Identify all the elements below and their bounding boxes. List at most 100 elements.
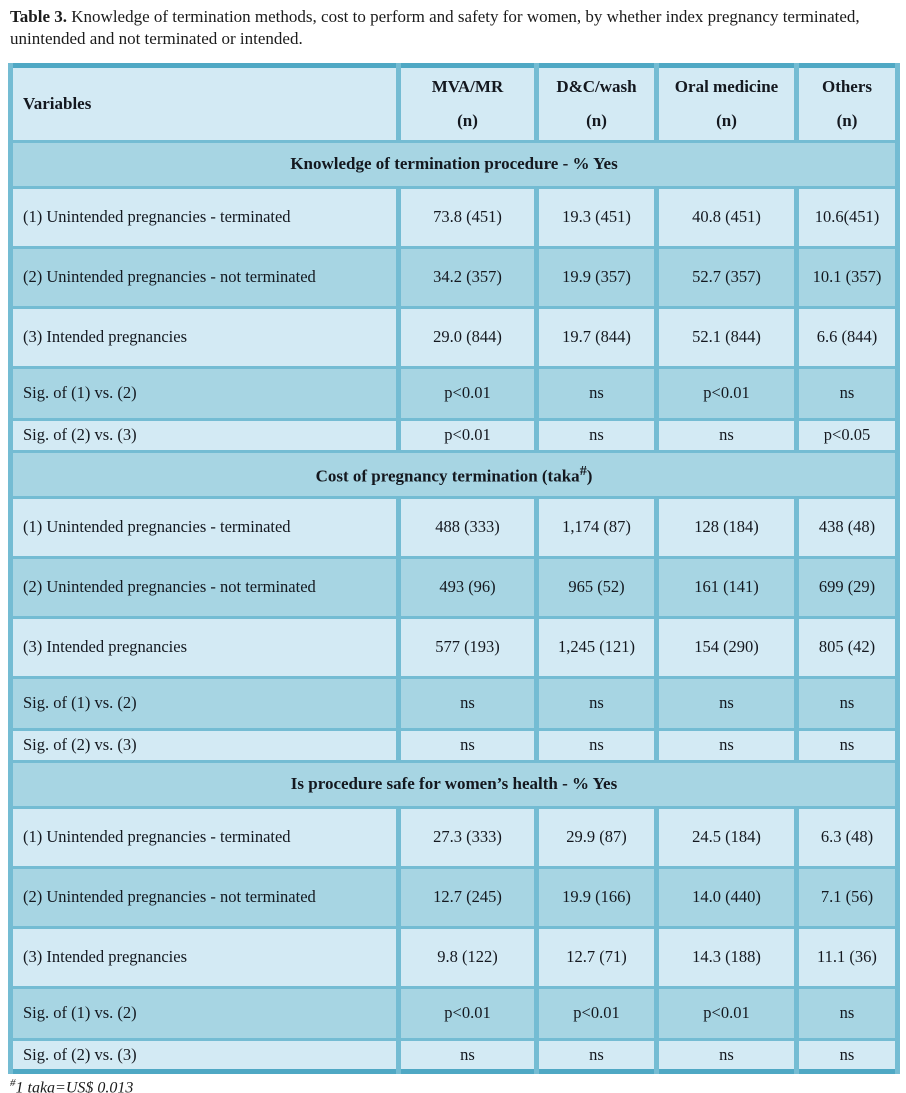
- table-row: (1) Unintended pregnancies - terminated 2…: [8, 805, 900, 869]
- row-label: (1) Unintended pregnancies - terminated: [8, 805, 401, 869]
- cell-value: 27.3 (333): [396, 805, 539, 869]
- cell-value: 12.7 (71): [534, 925, 659, 989]
- cell-value: 19.3 (451): [534, 185, 659, 249]
- cell-value: ns: [654, 675, 799, 731]
- cell-value: ns: [396, 675, 539, 731]
- column-header-oral-medicine: Oral medicine (n): [654, 63, 799, 143]
- section-header-superscript: #: [579, 462, 587, 479]
- row-label: (2) Unintended pregnancies - not termina…: [8, 245, 401, 309]
- table-row: (2) Unintended pregnancies - not termina…: [8, 865, 900, 929]
- table-row: (1) Unintended pregnancies - terminated 4…: [8, 495, 900, 559]
- cell-value: 6.3 (48): [794, 805, 900, 869]
- table-row: (2) Unintended pregnancies - not termina…: [8, 245, 900, 309]
- cell-value: 52.1 (844): [654, 305, 799, 369]
- footnote: #1 taka=US$ 0.013: [10, 1077, 900, 1093]
- table-row: (2) Unintended pregnancies - not termina…: [8, 555, 900, 619]
- column-header-name: Others: [821, 76, 873, 96]
- cell-value: ns: [534, 1037, 659, 1073]
- footnote-text: 1 taka=US$ 0.013: [15, 1079, 134, 1093]
- cell-value: ns: [534, 417, 659, 453]
- cell-value: 29.0 (844): [396, 305, 539, 369]
- column-header-mva-mr: MVA/MR (n): [396, 63, 539, 143]
- column-header-unit: (n): [716, 110, 737, 130]
- table-row: (3) Intended pregnancies 29.0 (844) 19.7 (…: [8, 305, 900, 369]
- cell-value: p<0.01: [396, 417, 539, 453]
- section-header: Knowledge of termination procedure - % Y…: [8, 139, 900, 189]
- cell-value: 40.8 (451): [654, 185, 799, 249]
- cell-value: 19.9 (166): [534, 865, 659, 929]
- cell-value: ns: [534, 675, 659, 731]
- table-caption: Table 3. Knowledge of termination method…: [10, 6, 902, 51]
- row-label: (1) Unintended pregnancies - terminated: [8, 495, 401, 559]
- section-header-row: Knowledge of termination procedure - % Y…: [8, 139, 900, 189]
- column-header-dc-wash: D&C/wash (n): [534, 63, 659, 143]
- cell-value: 29.9 (87): [534, 805, 659, 869]
- row-label: (2) Unintended pregnancies - not termina…: [8, 555, 401, 619]
- cell-value: 11.1 (36): [794, 925, 900, 989]
- table-row: Sig. of (1) vs. (2) p<0.01 p<0.01 p<0.01 ns: [8, 985, 900, 1041]
- cell-value: ns: [534, 365, 659, 421]
- row-label: Sig. of (1) vs. (2): [8, 365, 401, 421]
- cell-value: 24.5 (184): [654, 805, 799, 869]
- cell-value: 14.0 (440): [654, 865, 799, 929]
- column-header-unit: (n): [457, 110, 478, 130]
- header-row: Variables MVA/MR (n) D&C/wash (n) Oral m…: [8, 63, 900, 143]
- cell-value: ns: [654, 1037, 799, 1073]
- cell-value: 1,245 (121): [534, 615, 659, 679]
- cell-value: p<0.01: [396, 365, 539, 421]
- cell-value: 7.1 (56): [794, 865, 900, 929]
- cell-value: ns: [534, 727, 659, 763]
- cell-value: p<0.01: [396, 985, 539, 1041]
- section-header: Is procedure safe for women’s health - %…: [8, 759, 900, 809]
- cell-value: 6.6 (844): [794, 305, 900, 369]
- table-body: Knowledge of termination procedure - % Y…: [8, 139, 900, 1073]
- cell-value: 10.6(451): [794, 185, 900, 249]
- row-label: (3) Intended pregnancies: [8, 615, 401, 679]
- table-row: (3) Intended pregnancies 577 (193) 1,245 (…: [8, 615, 900, 679]
- column-header-variables: Variables: [8, 63, 401, 143]
- table-row: (1) Unintended pregnancies - terminated 7…: [8, 185, 900, 249]
- cell-value: ns: [794, 675, 900, 731]
- cell-value: 52.7 (357): [654, 245, 799, 309]
- table-row: Sig. of (2) vs. (3) ns ns ns ns: [8, 727, 900, 763]
- cell-value: 34.2 (357): [396, 245, 539, 309]
- row-label: (3) Intended pregnancies: [8, 305, 401, 369]
- cell-value: 1,174 (87): [534, 495, 659, 559]
- row-label: Sig. of (2) vs. (3): [8, 417, 401, 453]
- column-header-others: Others (n): [794, 63, 900, 143]
- row-label: Sig. of (2) vs. (3): [8, 1037, 401, 1073]
- cell-value: 10.1 (357): [794, 245, 900, 309]
- row-label: (1) Unintended pregnancies - terminated: [8, 185, 401, 249]
- table-row: Sig. of (1) vs. (2) p<0.01 ns p<0.01 ns: [8, 365, 900, 421]
- section-header: Cost of pregnancy termination (taka#): [8, 449, 900, 499]
- cell-value: ns: [396, 1037, 539, 1073]
- row-label: Sig. of (1) vs. (2): [8, 675, 401, 731]
- data-table: Variables MVA/MR (n) D&C/wash (n) Oral m…: [8, 62, 900, 1074]
- cell-value: p<0.01: [654, 365, 799, 421]
- column-header-name: MVA/MR: [431, 76, 504, 96]
- cell-value: 488 (333): [396, 495, 539, 559]
- table-row: Sig. of (2) vs. (3) p<0.01 ns ns p<0.05: [8, 417, 900, 453]
- cell-value: 19.7 (844): [534, 305, 659, 369]
- row-label: Sig. of (2) vs. (3): [8, 727, 401, 763]
- row-label: (3) Intended pregnancies: [8, 925, 401, 989]
- cell-value: ns: [794, 1037, 900, 1073]
- column-header-name: D&C/wash: [556, 76, 637, 96]
- cell-value: 12.7 (245): [396, 865, 539, 929]
- cell-value: 19.9 (357): [534, 245, 659, 309]
- cell-value: ns: [396, 727, 539, 763]
- table-row: (3) Intended pregnancies 9.8 (122) 12.7 (7…: [8, 925, 900, 989]
- cell-value: 577 (193): [396, 615, 539, 679]
- cell-value: 73.8 (451): [396, 185, 539, 249]
- cell-value: ns: [794, 985, 900, 1041]
- table-caption-label: Table 3.: [10, 7, 68, 26]
- cell-value: ns: [654, 727, 799, 763]
- cell-value: 965 (52): [534, 555, 659, 619]
- cell-value: 438 (48): [794, 495, 900, 559]
- cell-value: ns: [794, 365, 900, 421]
- cell-value: 9.8 (122): [396, 925, 539, 989]
- cell-value: p<0.01: [534, 985, 659, 1041]
- row-label: (2) Unintended pregnancies - not termina…: [8, 865, 401, 929]
- cell-value: 14.3 (188): [654, 925, 799, 989]
